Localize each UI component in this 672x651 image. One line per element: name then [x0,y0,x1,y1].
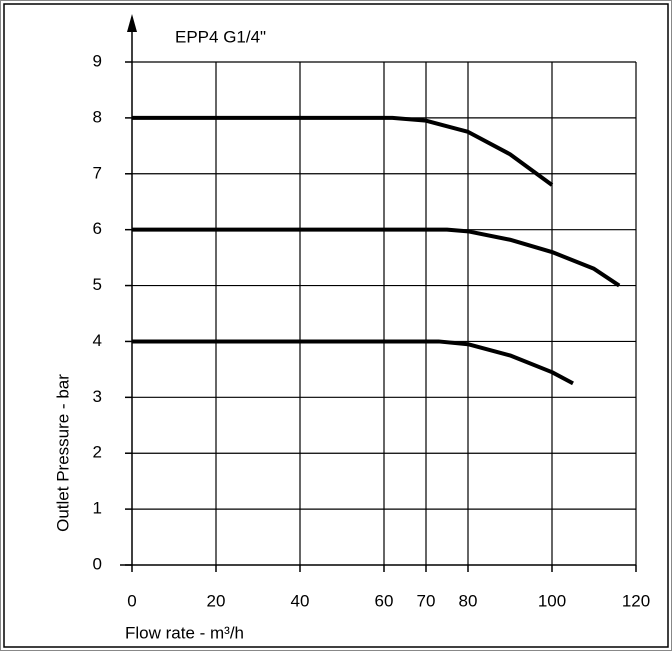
x-tick-label: 40 [291,591,310,610]
y-tick-label: 7 [93,163,102,182]
x-tick-label: 20 [207,591,226,610]
y-tick-label: 2 [93,443,102,462]
curve [132,227,621,288]
y-tick-label: 0 [93,554,102,573]
y-tick-label: 6 [93,219,102,238]
y-axis-arrow [127,14,137,32]
frame [3,3,669,648]
x-tick-label: 80 [459,591,478,610]
y-tick-label: 4 [93,331,102,350]
x-tick-label: 100 [538,591,566,610]
y-tick-label: 8 [93,107,102,126]
x-axis-label: Flow rate - m³/h [125,623,244,642]
y-tick-label: 3 [93,387,102,406]
curve [132,339,574,386]
x-tick-label: 70 [417,591,436,610]
x-tick-label: 0 [127,591,136,610]
curve [132,115,554,187]
y-tick-label: 9 [93,51,102,70]
x-tick-label: 120 [622,591,650,610]
y-tick-label: 1 [93,499,102,518]
y-tick-label: 5 [93,275,102,294]
x-tick-label: 60 [375,591,394,610]
chart-title: EPP4 G1/4" [175,27,266,46]
y-axis-label: Outlet Pressure - bar [53,374,72,532]
